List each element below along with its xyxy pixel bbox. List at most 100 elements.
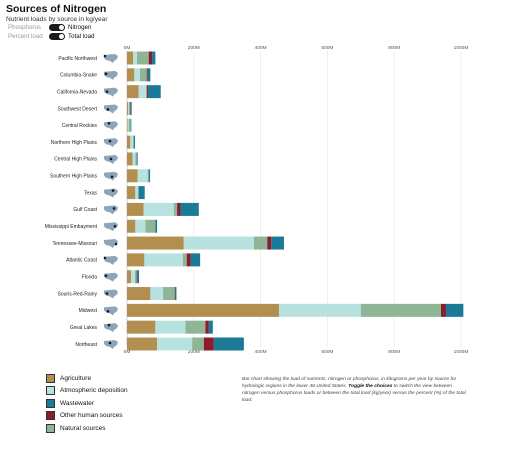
legend-swatch [46, 386, 55, 395]
legend-item-wastewater[interactable]: Wastewater [46, 397, 128, 409]
load-switch[interactable] [49, 33, 65, 40]
region-highlight-dot [103, 256, 107, 260]
region-highlight-dot [107, 121, 111, 125]
region-label: Midwest [79, 308, 98, 314]
legend-item-agriculture[interactable]: Agriculture [46, 372, 128, 384]
x-tick-label-top: 800M [388, 45, 400, 51]
chart-subtitle: Nutrient loads by source in kg/year [6, 16, 108, 23]
region-label: Great Lakes [70, 325, 98, 331]
legend-item-natural-sources[interactable]: Natural sources [46, 422, 128, 434]
x-tick-label-bottom: 0M [124, 349, 131, 355]
bar-segment [147, 85, 149, 99]
bar-segment [133, 135, 135, 149]
us-map-icon [104, 272, 118, 282]
legend-label: Other human sources [60, 412, 123, 419]
bar-segment [155, 219, 158, 233]
region-label: Texas [84, 190, 98, 196]
caption-text-end: to switch the view between nitrogen vers… [242, 384, 466, 403]
bar-segment [135, 270, 137, 284]
legend-item-atmospheric-deposition[interactable]: Atmospheric deposition [46, 385, 128, 397]
bar-segment [144, 253, 183, 267]
bar-segment [133, 51, 138, 65]
x-tick-label-bottom: 200M [188, 349, 200, 355]
us-map-icon [104, 289, 118, 299]
region-label: California-Nevada [57, 89, 97, 95]
bar-segment [152, 51, 156, 65]
bar-segment [127, 337, 158, 351]
bar-segment [130, 101, 132, 115]
us-map-icon [104, 121, 118, 131]
region-label: Central High Plains [54, 157, 97, 163]
bar-segment [127, 169, 138, 183]
region-highlight-dot [112, 207, 116, 210]
x-tick-label-bottom: 400M [255, 349, 267, 355]
region-highlight-dot [104, 72, 108, 76]
bar-segment [127, 51, 134, 65]
bar-segment [137, 51, 149, 65]
bar-segment [135, 219, 146, 233]
bar-segment [146, 85, 148, 99]
toggle-option-total-load[interactable]: Total load [68, 33, 95, 40]
bar-segment [130, 135, 134, 149]
switch-knob [59, 25, 64, 30]
region-highlight-dot [114, 242, 118, 246]
bar-segment [213, 337, 244, 351]
bar-segment [138, 186, 139, 200]
bar-segment [208, 320, 213, 334]
bar-segment [192, 337, 204, 351]
bar-segment [127, 287, 151, 301]
bar-segment [145, 219, 156, 233]
bar-segment [127, 68, 135, 82]
region-highlight-dot [108, 341, 112, 345]
us-map-icon [104, 104, 118, 114]
toggle-option-percent-load[interactable]: Percent load [8, 33, 43, 40]
us-map-icon [104, 306, 118, 316]
region-label: Florida [82, 275, 98, 281]
us-map-icon [104, 340, 118, 349]
bar-segment [150, 287, 164, 301]
chart-caption: Bar chart showing the load of nutrients,… [242, 376, 468, 404]
bar-segment [253, 236, 268, 250]
bar-segment [205, 320, 209, 334]
bar-segment [131, 270, 136, 284]
legend: Agriculture Atmospheric deposition Waste… [46, 372, 128, 435]
x-tick-label-bottom: 1000M [454, 349, 469, 355]
region-label: Gulf Coast [73, 207, 97, 213]
chart-title: Sources of Nitrogen [6, 3, 107, 15]
region-highlight-dot [106, 310, 110, 313]
bar-segment [271, 236, 284, 250]
region-label: Atlantic Coast [66, 258, 97, 264]
legend-label: Agriculture [60, 374, 92, 382]
region-label: Southern High Plains [50, 174, 97, 180]
x-tick-label-bottom: 800M [388, 349, 400, 355]
region-highlight-dot [107, 323, 111, 327]
bar-segment [138, 85, 147, 99]
x-tick-label-top: 0M [124, 45, 131, 51]
bar-segment [129, 101, 131, 115]
nutrient-switch[interactable] [49, 24, 65, 31]
legend-swatch [46, 411, 55, 420]
toggle-option-phosphorus[interactable]: Phosphorus [8, 24, 42, 31]
toggle-option-nitrogen[interactable]: Nitrogen [68, 24, 92, 31]
load-toggle[interactable]: Percent load Total load [8, 33, 95, 40]
bar-segment [132, 152, 136, 166]
bar-segment [148, 169, 151, 183]
bar-segment [127, 202, 144, 216]
region-highlight-dot [109, 157, 113, 161]
legend-item-other-human-sources[interactable]: Other human sources [46, 410, 128, 422]
x-tick-label-top: 1000M [454, 45, 469, 51]
us-map-icon [104, 138, 118, 148]
us-map-icon [104, 205, 118, 215]
region-highlight-dot [104, 274, 108, 278]
legend-swatch [46, 398, 55, 408]
region-highlight-dot [113, 224, 117, 228]
legend-label: Natural sources [60, 424, 106, 432]
region-highlight-dot [105, 90, 109, 93]
nutrient-toggle[interactable]: Phosphorus Nitrogen [8, 24, 91, 31]
region-label: Pacific Northwest [58, 56, 97, 62]
bar-segment [127, 135, 131, 149]
region-label: Central Rockies [62, 123, 98, 129]
bar-segment [147, 68, 151, 82]
x-tick-label-top: 200M [188, 45, 200, 51]
legend-label: Wastewater [60, 399, 95, 407]
